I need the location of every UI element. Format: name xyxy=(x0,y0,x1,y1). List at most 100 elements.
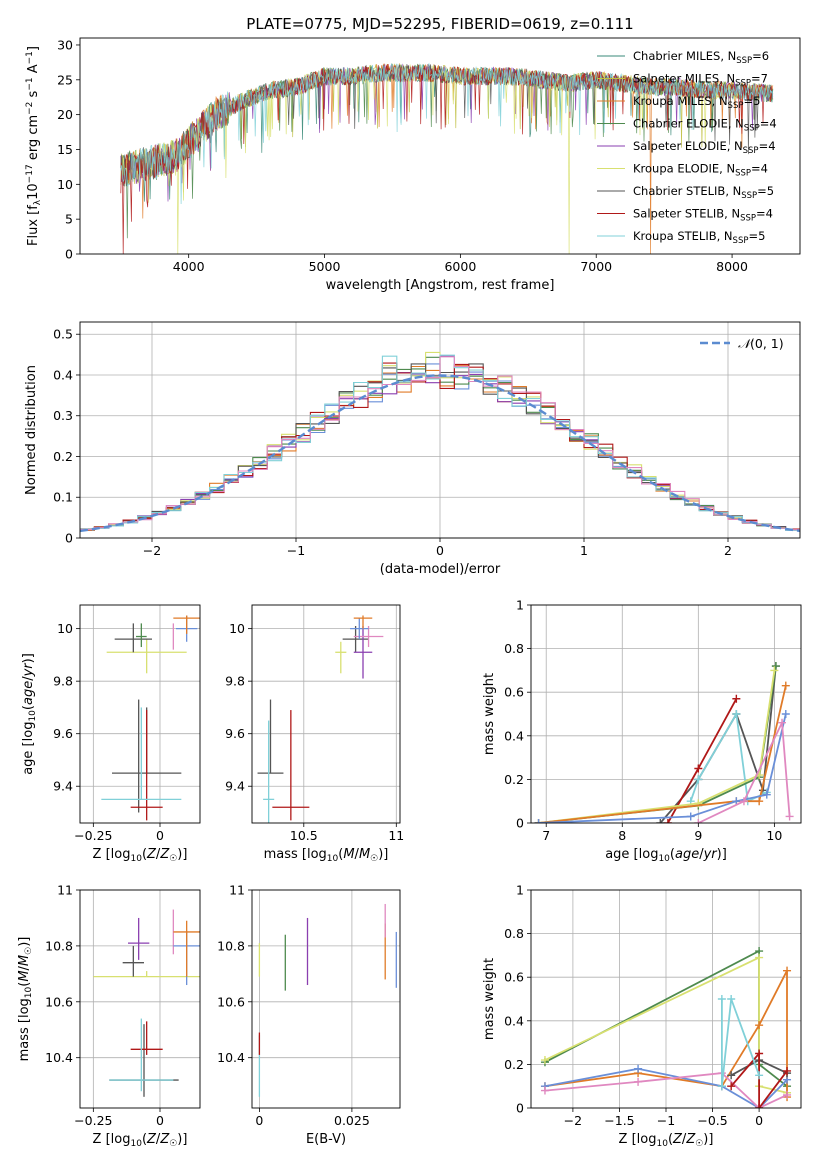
y-tick-label: 9.4 xyxy=(53,779,73,794)
y-tick-label: 1 xyxy=(516,598,524,613)
weight-line xyxy=(544,970,788,1098)
x-tick-label: 0 xyxy=(156,828,164,843)
y-tick-label: 0.2 xyxy=(504,772,524,787)
weight-marker xyxy=(694,775,703,784)
weight-line xyxy=(721,998,760,1087)
weight-marker xyxy=(739,797,748,806)
y-tick-label: 0.4 xyxy=(53,367,73,382)
x-tick-label: −0.25 xyxy=(74,1113,112,1128)
weight-marker xyxy=(540,1056,549,1065)
legend-label: Salpeter MILES, NSSP=7 xyxy=(633,72,768,89)
x-tick-label: 6000 xyxy=(444,259,476,274)
y-tick-label: 9.6 xyxy=(53,726,73,741)
legend-label: Kroupa ELODIE, NSSP=4 xyxy=(633,162,768,179)
y-tick-label: 10.6 xyxy=(45,994,73,1009)
y-tick-label: 30 xyxy=(57,37,73,52)
weight-marker xyxy=(534,819,543,823)
weight-marker xyxy=(755,953,764,962)
x-axis-label: mass [log10(M/M☉)] xyxy=(264,847,389,864)
x-tick-label: 9 xyxy=(694,828,702,843)
x-axis-label: E(B-V) xyxy=(306,1132,346,1147)
weight-marker xyxy=(694,819,703,823)
x-axis-label: Z [log10(Z/Z☉)] xyxy=(93,847,188,864)
axes-frame xyxy=(79,889,201,1109)
panel-age_vs_Z: −0.25 0 9.4 9.6 9.8 10 Z [log10(Z/Z☉)] age [log… xyxy=(21,604,201,864)
x-tick-label: 0 xyxy=(436,543,444,558)
spectrum-line xyxy=(120,62,774,205)
plot-area-mass_vs_Z xyxy=(93,909,200,1097)
weight-marker xyxy=(540,1086,549,1095)
y-tick-label: 0.1 xyxy=(53,490,73,505)
x-tick-label: 11 xyxy=(388,828,404,843)
plot-area-age_vs_Z xyxy=(101,615,200,821)
weight-marker xyxy=(634,1077,643,1086)
panel-weight_vs_age: 7 8 9 10 0 0.2 0.4 0.6 0.8 1 age [log10(age/yr)] ma… xyxy=(482,598,802,864)
weight-marker xyxy=(727,1071,736,1080)
y-axis-label: mass weight xyxy=(482,958,497,1040)
plot-area-weight_vs_age xyxy=(534,662,794,823)
x-tick-label: 10.5 xyxy=(290,828,318,843)
y-tick-label: 0 xyxy=(516,816,524,831)
weight-marker xyxy=(755,1104,764,1108)
plot-area-mass_vs_ebv xyxy=(258,903,397,1097)
weight-line xyxy=(730,1051,788,1108)
x-tick-label: 8 xyxy=(618,828,626,843)
x-axis-label: Z [log10(Z/Z☉)] xyxy=(93,1132,188,1149)
legend-label: Chabrier ELODIE, NSSP=4 xyxy=(633,117,777,134)
axes-frame xyxy=(79,321,801,539)
weight-marker xyxy=(727,1082,736,1091)
legend-label: Salpeter STELIB, NSSP=4 xyxy=(633,207,773,224)
plot-area-age_vs_mass xyxy=(257,615,384,823)
y-tick-label: 25 xyxy=(57,72,73,87)
weight-marker xyxy=(755,1049,764,1058)
y-tick-label: 9.4 xyxy=(225,779,245,794)
x-axis-label: (data-model)/error xyxy=(380,562,501,577)
weight-marker xyxy=(755,1021,764,1030)
y-tick-label: 0 xyxy=(516,1101,524,1116)
legend-label: Kroupa STELIB, NSSP=5 xyxy=(633,229,765,246)
y-axis-label: age [log10(age/yr)] xyxy=(21,653,38,775)
axes-frame xyxy=(79,37,801,255)
y-tick-label: 9.8 xyxy=(225,674,245,689)
weight-marker xyxy=(686,812,695,821)
y-tick-label: 1 xyxy=(516,883,524,898)
y-tick-label: 0.4 xyxy=(504,1013,524,1028)
weight-marker xyxy=(783,1066,792,1075)
weight-marker xyxy=(634,1064,643,1073)
y-axis-label: Normed distribution xyxy=(24,365,39,495)
weight-marker xyxy=(781,681,790,690)
panel-residuals: −2 −1 0 1 2 0 0.1 0.2 0.3 0.4 0.5 𝒩(0, 1) (data-mode… xyxy=(24,321,801,577)
y-tick-label: 9.8 xyxy=(53,674,73,689)
x-tick-label: 7 xyxy=(542,828,550,843)
y-tick-label: 5 xyxy=(65,212,73,227)
y-tick-label: 20 xyxy=(57,107,73,122)
y-tick-label: 10.8 xyxy=(217,938,245,953)
x-axis-label: wavelength [Angstrom, rest frame] xyxy=(326,278,555,293)
weight-marker xyxy=(717,995,726,1003)
x-tick-label: −1 xyxy=(287,543,305,558)
weight-marker xyxy=(755,1071,764,1080)
x-tick-label: 7000 xyxy=(580,259,612,274)
legend-label: Salpeter ELODIE, NSSP=4 xyxy=(633,139,776,156)
legend-label: Chabrier STELIB, NSSP=5 xyxy=(633,184,774,201)
y-tick-label: 0.3 xyxy=(53,408,73,423)
weight-marker xyxy=(663,819,672,823)
y-tick-label: 0.2 xyxy=(504,1057,524,1072)
y-tick-label: 0.4 xyxy=(504,728,524,743)
y-axis-label: Flux [fλ10−17 erg cm−2 s−1 A−1] xyxy=(25,46,43,246)
x-tick-label: −2 xyxy=(564,1113,582,1128)
y-tick-label: 10.4 xyxy=(217,1050,245,1065)
x-tick-label: 4000 xyxy=(173,259,205,274)
legend-label: Chabrier MILES, NSSP=6 xyxy=(633,49,769,66)
panel-spectrum: 4000 5000 6000 7000 8000 0 5 10 15 20 25 30 Chabrier… xyxy=(25,37,801,293)
weight-marker xyxy=(770,666,779,675)
axes-frame xyxy=(530,604,802,824)
x-tick-label: 1 xyxy=(580,543,588,558)
x-tick-label: 0 xyxy=(156,1113,164,1128)
x-tick-label: 5000 xyxy=(309,259,341,274)
weight-marker xyxy=(732,710,741,718)
panel-age_vs_mass: 10.5 11 9.4 9.6 9.8 10 mass [log10(M/M☉)] xyxy=(225,604,404,864)
plot-area-residuals xyxy=(80,351,800,533)
y-tick-label: 15 xyxy=(57,142,73,157)
weight-marker xyxy=(777,718,786,727)
